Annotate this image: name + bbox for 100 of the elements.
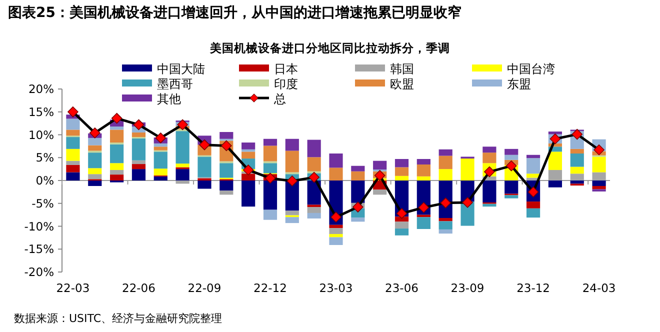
x-tick-label: 23-12	[516, 281, 550, 295]
y-tick-label: 0%	[36, 174, 54, 188]
bar	[307, 204, 321, 208]
bar	[548, 152, 562, 170]
bar	[504, 148, 518, 155]
x-tick-label: 23-06	[385, 281, 418, 295]
bar	[242, 152, 256, 159]
legend-label: 日本	[274, 62, 298, 76]
bar	[504, 195, 518, 198]
bar	[438, 221, 452, 230]
bar	[394, 167, 409, 176]
bar	[285, 217, 299, 224]
y-tick-label: 15%	[28, 104, 54, 119]
bar	[504, 154, 518, 160]
bar	[548, 170, 562, 180]
x-tick-label: 24-03	[582, 281, 616, 295]
bar	[307, 207, 321, 213]
bar	[394, 228, 409, 236]
legend-label: 中国台湾	[507, 62, 555, 76]
legend-label: 东盟	[507, 77, 531, 91]
bar	[263, 210, 278, 220]
bar	[570, 148, 584, 154]
bar	[394, 176, 409, 180]
bar	[592, 156, 606, 172]
bar	[110, 126, 124, 130]
bar	[88, 138, 102, 146]
bar	[329, 224, 343, 228]
bar	[66, 164, 80, 172]
bar	[329, 228, 343, 234]
bar	[66, 118, 80, 130]
bar	[285, 138, 299, 151]
bar	[438, 156, 452, 170]
bar	[176, 131, 190, 164]
bar	[110, 163, 124, 170]
bar	[526, 158, 540, 174]
bar	[220, 180, 234, 191]
x-tick-label: 23-09	[450, 281, 484, 295]
bar	[198, 156, 212, 178]
bar	[307, 212, 321, 218]
bar	[592, 180, 606, 186]
y-tick-label: 5%	[36, 150, 54, 165]
bar	[329, 154, 343, 168]
bar	[242, 142, 256, 150]
bar	[242, 180, 256, 207]
bar	[263, 138, 278, 146]
bar	[263, 163, 278, 174]
legend-label: 中国大陆	[157, 62, 205, 76]
bar	[132, 132, 146, 138]
bar	[351, 166, 365, 172]
legend-label: 印度	[274, 77, 298, 91]
bar	[570, 166, 584, 174]
y-tick-label: -20%	[24, 265, 54, 279]
bar	[394, 158, 409, 168]
bar	[88, 174, 102, 180]
bar	[285, 210, 299, 216]
bar	[570, 174, 584, 180]
bar	[592, 186, 606, 190]
x-tick-label: 22-06	[122, 281, 156, 295]
bar	[88, 152, 102, 168]
bar	[263, 180, 278, 210]
bar	[482, 146, 496, 153]
bar	[526, 202, 540, 208]
bar	[438, 149, 452, 156]
bar	[66, 137, 80, 149]
legend-label: 韩国	[390, 62, 414, 76]
x-tick-label: 22-09	[188, 281, 222, 295]
source-note: 数据来源：USITC、经济与金融研究院整理	[14, 312, 222, 325]
bar	[394, 222, 409, 229]
y-tick-label: -15%	[24, 242, 54, 256]
bar	[176, 164, 190, 168]
bar	[373, 190, 387, 195]
bar	[548, 180, 562, 188]
bar	[132, 138, 146, 160]
bar	[66, 160, 80, 165]
bar	[482, 204, 496, 207]
bar	[176, 180, 190, 184]
bar	[438, 229, 452, 234]
bar	[570, 180, 584, 184]
bar	[526, 174, 540, 178]
bar	[154, 143, 168, 147]
bar	[526, 154, 540, 158]
bar	[329, 237, 343, 246]
bar	[220, 190, 234, 195]
bar	[307, 157, 321, 172]
bar	[154, 152, 168, 169]
bar	[132, 164, 146, 170]
chart-subtitle: 美国机械设备进口分地区同比拉动拆分，季调	[209, 41, 450, 55]
bar	[263, 146, 278, 162]
bar	[220, 163, 234, 178]
y-tick-label: 20%	[28, 82, 54, 96]
bar	[570, 154, 584, 167]
legend-label: 其他	[157, 92, 181, 106]
bar	[548, 132, 562, 134]
legend-label: 欧盟	[390, 77, 414, 91]
bar	[88, 180, 102, 186]
bar	[504, 180, 518, 194]
x-tick-label: 23-03	[319, 281, 353, 295]
bar	[242, 174, 256, 180]
x-tick-label: 22-12	[254, 281, 287, 295]
bar	[66, 172, 80, 180]
